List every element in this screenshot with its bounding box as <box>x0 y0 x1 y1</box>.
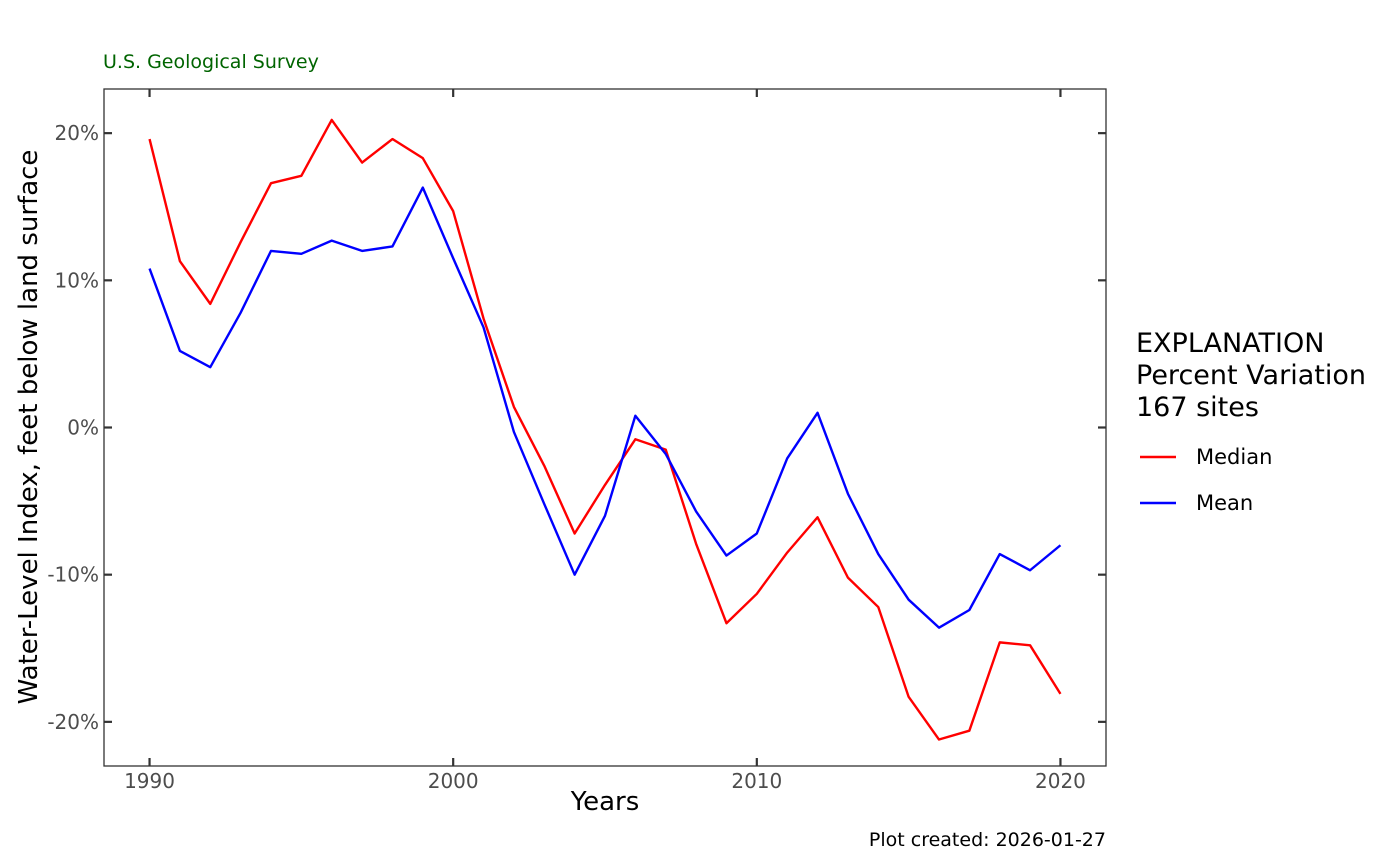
legend-label-mean: Mean <box>1196 491 1253 515</box>
x-tick-label: 2020 <box>1035 769 1086 793</box>
legend-title-line-2: Percent Variation <box>1136 360 1366 391</box>
legend: EXPLANATION Percent Variation 167 sites … <box>1136 328 1366 515</box>
plot-panel <box>103 88 1107 767</box>
chart-subtitle: U.S. Geological Survey <box>103 51 319 73</box>
x-tick-label: 2000 <box>428 769 479 793</box>
x-axis-title: Years <box>570 787 640 817</box>
legend-label-median: Median <box>1196 445 1272 469</box>
y-tick-label: -20% <box>47 710 99 734</box>
legend-title-line-1: EXPLANATION <box>1136 328 1324 359</box>
x-axis-ticks: 1990 2000 2010 2020 <box>124 89 1086 793</box>
plot-created-caption: Plot created: 2026-01-27 <box>869 829 1106 851</box>
series-lines <box>148 118 1062 741</box>
x-tick-label: 2010 <box>731 769 782 793</box>
y-axis-ticks: 20% 10% 0% -10% -20% <box>47 121 1106 734</box>
y-axis-title: Water-Level Index, feet below land surfa… <box>14 150 44 705</box>
y-tick-label: 0% <box>67 416 99 440</box>
y-tick-label: 10% <box>55 268 99 292</box>
x-tick-label: 1990 <box>124 769 175 793</box>
series-line-mean <box>148 186 1062 629</box>
legend-title-line-3: 167 sites <box>1136 392 1259 423</box>
y-tick-label: -10% <box>47 563 99 587</box>
y-tick-label: 20% <box>55 121 99 145</box>
series-line-median <box>148 118 1062 741</box>
